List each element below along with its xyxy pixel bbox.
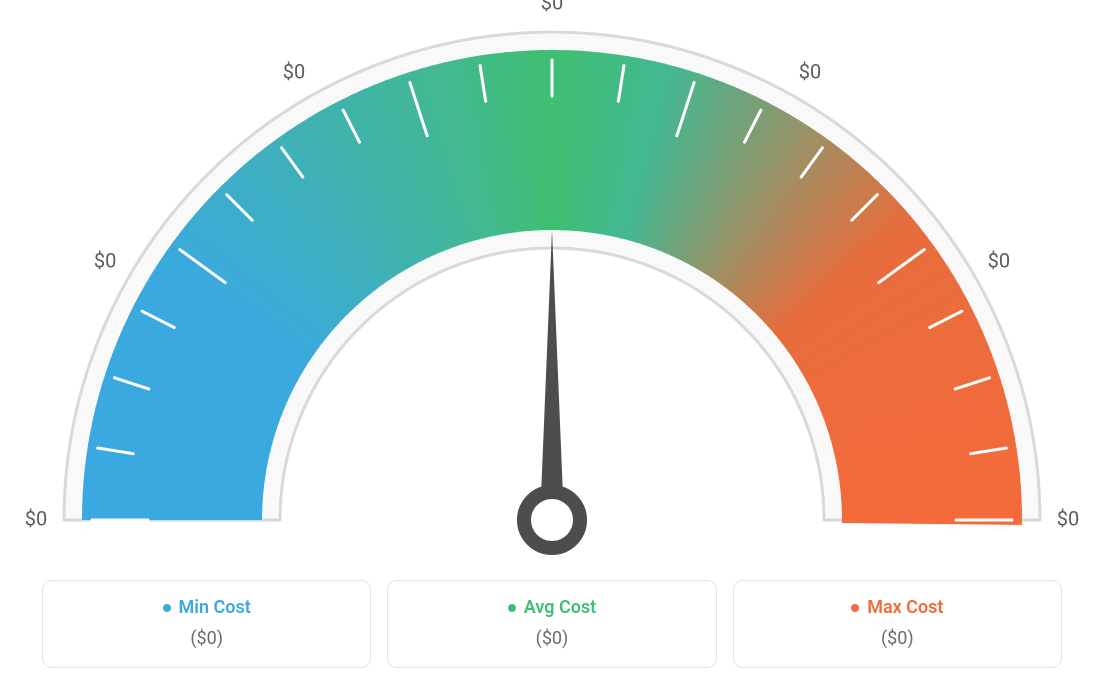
gauge-scale-label: $0 [1057,506,1079,530]
legend-label-text-max: Max Cost [867,597,943,618]
gauge-needle-hub [524,492,580,548]
legend-label-min: Min Cost [163,597,251,618]
gauge-scale-label: $0 [799,59,821,83]
legend-value-avg: ($0) [400,628,703,649]
legend-dot-min [163,604,171,612]
legend-dot-max [851,604,859,612]
legend-label-max: Max Cost [851,597,943,618]
legend-value-min: ($0) [55,628,358,649]
legend-label-text-min: Min Cost [179,597,251,618]
gauge-needle [540,230,564,520]
legend-value-max: ($0) [746,628,1049,649]
legend-card-max: Max Cost ($0) [733,580,1062,669]
legend-label-text-avg: Avg Cost [524,597,596,618]
legend-card-avg: Avg Cost ($0) [387,580,716,669]
cost-gauge-chart: $0 $0 $0 $0 $0 $0 $0 Min Cost ($0) Avg Cost ($… [0,0,1104,690]
gauge-scale-label: $0 [25,506,47,530]
legend-row: Min Cost ($0) Avg Cost ($0) Max Cost ($0… [42,580,1062,669]
gauge-scale-label: $0 [283,59,305,83]
gauge-scale-label: $0 [541,0,563,14]
gauge-scale-label: $0 [94,248,116,272]
legend-dot-avg [508,604,516,612]
gauge-scale-label: $0 [988,248,1010,272]
legend-card-min: Min Cost ($0) [42,580,371,669]
legend-label-avg: Avg Cost [508,597,596,618]
